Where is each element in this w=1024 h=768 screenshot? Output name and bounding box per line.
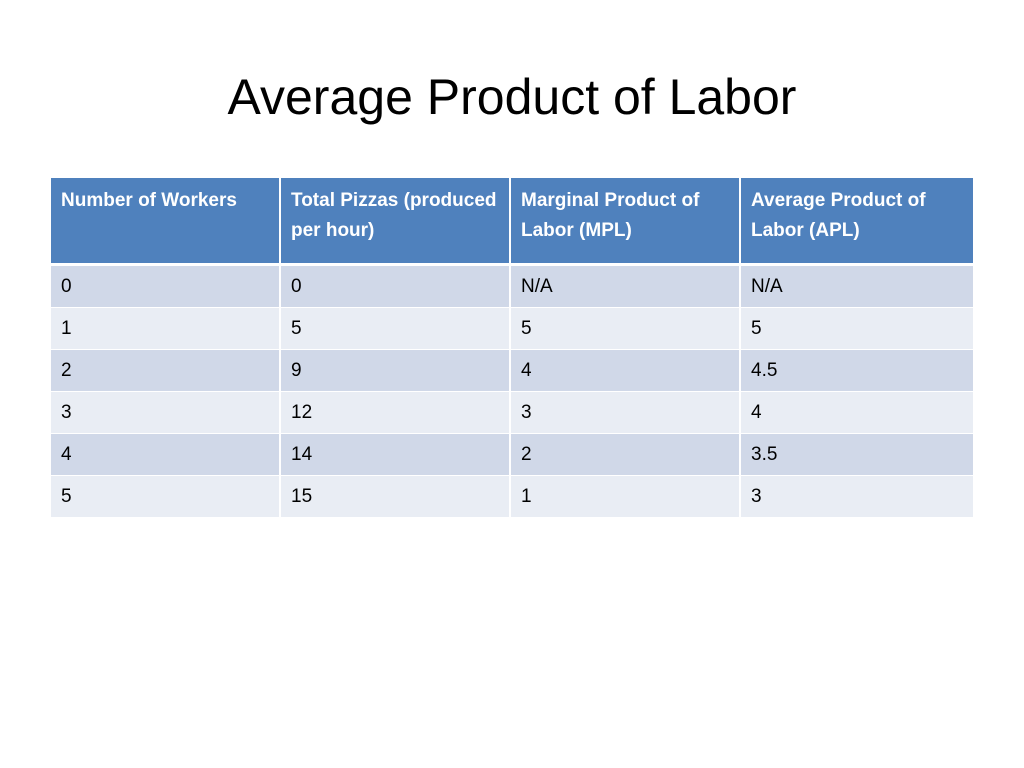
table-cell: 5 (281, 308, 511, 350)
table-cell: 12 (281, 392, 511, 434)
table-row: 4 14 2 3.5 (51, 434, 973, 476)
table-cell: 5 (741, 308, 973, 350)
table-row: 0 0 N/A N/A (51, 266, 973, 308)
header-average-product: Average Product of Labor (APL) (741, 178, 973, 266)
table-row: 2 9 4 4.5 (51, 350, 973, 392)
table-cell: 3 (741, 476, 973, 518)
table-cell: 14 (281, 434, 511, 476)
data-table: Number of Workers Total Pizzas (produced… (51, 178, 973, 518)
table-cell: 1 (511, 476, 741, 518)
header-total-pizzas: Total Pizzas (produced per hour) (281, 178, 511, 266)
table-row: 1 5 5 5 (51, 308, 973, 350)
table-cell: 3 (51, 392, 281, 434)
table-cell: 4 (741, 392, 973, 434)
table-cell: 2 (511, 434, 741, 476)
table-cell: 3.5 (741, 434, 973, 476)
table-cell: 0 (281, 266, 511, 308)
slide-title: Average Product of Labor (227, 69, 797, 125)
header-number-of-workers: Number of Workers (51, 178, 281, 266)
table-cell: 1 (51, 308, 281, 350)
table-cell: 0 (51, 266, 281, 308)
table-cell: 15 (281, 476, 511, 518)
table-cell: 5 (511, 308, 741, 350)
table-header-row: Number of Workers Total Pizzas (produced… (51, 178, 973, 266)
table-cell: 3 (511, 392, 741, 434)
table-cell: N/A (741, 266, 973, 308)
table-cell: 4 (51, 434, 281, 476)
table-row: 3 12 3 4 (51, 392, 973, 434)
table-cell: N/A (511, 266, 741, 308)
table-cell: 5 (51, 476, 281, 518)
header-marginal-product: Marginal Product of Labor (MPL) (511, 178, 741, 266)
table-cell: 2 (51, 350, 281, 392)
table-cell: 4.5 (741, 350, 973, 392)
table-row: 5 15 1 3 (51, 476, 973, 518)
table-cell: 9 (281, 350, 511, 392)
table-cell: 4 (511, 350, 741, 392)
